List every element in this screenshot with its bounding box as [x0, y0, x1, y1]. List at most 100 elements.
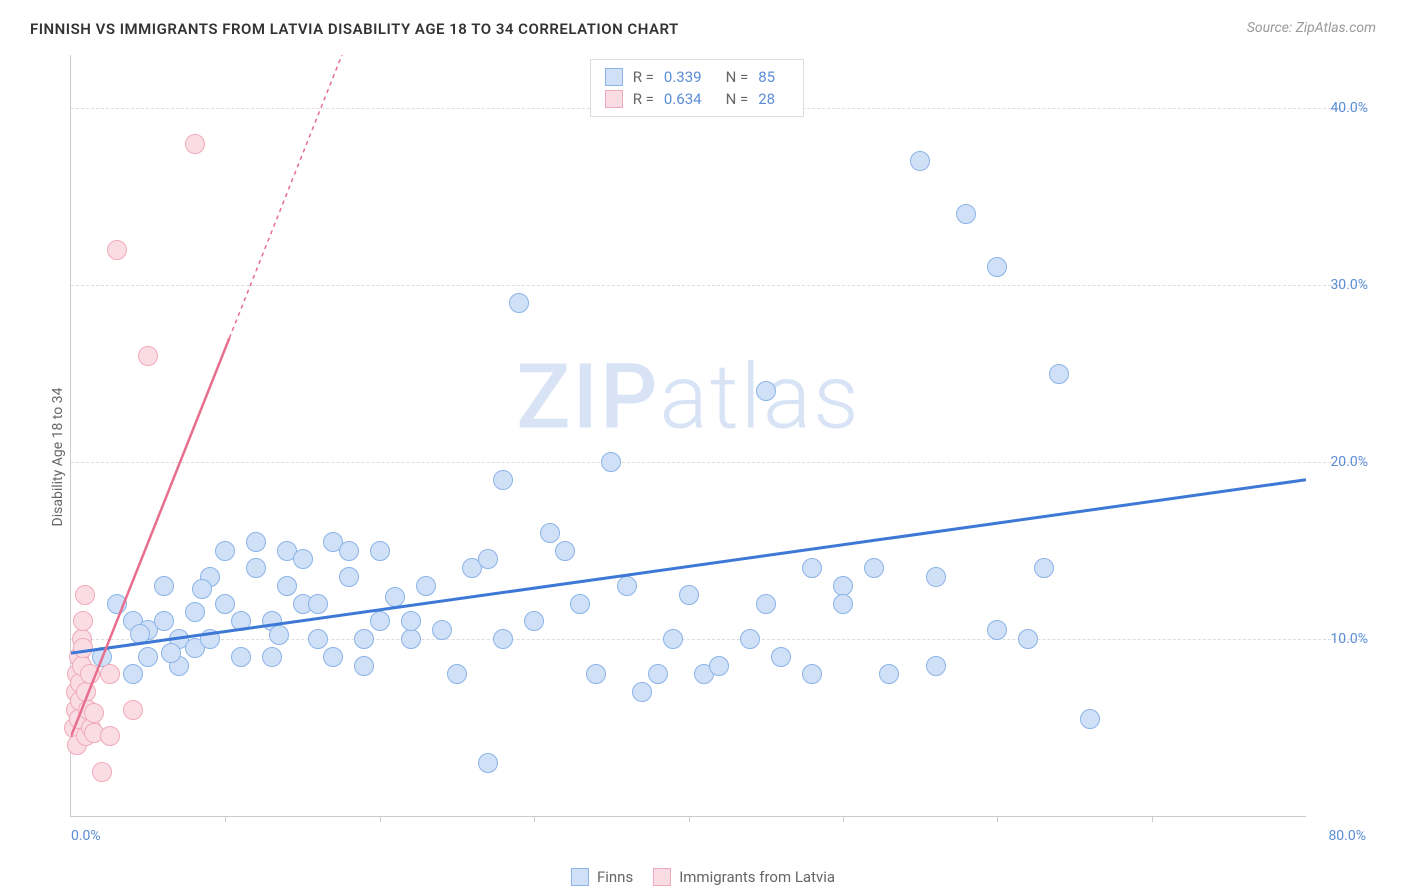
x-tick: [843, 816, 844, 822]
legend-series: Finns Immigrants from Latvia: [571, 868, 835, 886]
data-point-latvia: [107, 240, 127, 260]
x-tick: [997, 816, 998, 822]
legend-correlation: R = 0.339 N = 85 R = 0.634 N = 28: [590, 59, 804, 117]
data-point-latvia: [73, 611, 93, 631]
data-point-finns: [910, 151, 930, 171]
data-point-latvia: [92, 762, 112, 782]
legend-row-latvia: R = 0.634 N = 28: [605, 88, 789, 110]
r-label: R =: [633, 90, 654, 108]
data-point-finns: [987, 620, 1007, 640]
data-point-finns: [756, 381, 776, 401]
series-label-finns: Finns: [597, 868, 633, 886]
data-point-finns: [493, 470, 513, 490]
data-point-finns: [1018, 629, 1038, 649]
data-point-finns: [370, 541, 390, 561]
data-point-finns: [215, 594, 235, 614]
data-point-finns: [339, 567, 359, 587]
x-tick: [225, 816, 226, 822]
r-value-finns: 0.339: [664, 68, 702, 86]
data-point-finns: [1080, 709, 1100, 729]
y-tick-label: 10.0%: [1330, 631, 1368, 647]
data-point-finns: [385, 587, 405, 607]
data-point-latvia: [123, 700, 143, 720]
data-point-finns: [802, 558, 822, 578]
data-point-finns: [432, 620, 452, 640]
data-point-finns: [323, 647, 343, 667]
data-point-finns: [416, 576, 436, 596]
plot-region: ZIPatlas R = 0.339 N = 85 R = 0.634 N = …: [70, 55, 1306, 817]
r-value-latvia: 0.634: [664, 90, 702, 108]
data-point-latvia: [185, 134, 205, 154]
data-point-finns: [138, 647, 158, 667]
data-point-finns: [987, 257, 1007, 277]
data-point-finns: [246, 532, 266, 552]
data-point-finns: [833, 594, 853, 614]
data-point-finns: [269, 625, 289, 645]
data-point-finns: [354, 629, 374, 649]
data-point-finns: [709, 656, 729, 676]
data-point-finns: [246, 558, 266, 578]
data-point-finns: [509, 293, 529, 313]
series-label-latvia: Immigrants from Latvia: [679, 868, 835, 886]
data-point-finns: [354, 656, 374, 676]
data-point-finns: [524, 611, 544, 631]
data-point-finns: [401, 611, 421, 631]
data-point-finns: [663, 629, 683, 649]
x-tick: [380, 816, 381, 822]
data-point-finns: [617, 576, 637, 596]
data-point-finns: [740, 629, 760, 649]
data-point-finns: [192, 579, 212, 599]
trend-lines: [71, 55, 1306, 816]
legend-item-finns: Finns: [571, 868, 633, 886]
data-point-finns: [555, 541, 575, 561]
data-point-finns: [447, 664, 467, 684]
y-tick-label: 30.0%: [1330, 277, 1368, 293]
data-point-finns: [200, 629, 220, 649]
gridline: [71, 639, 1366, 640]
data-point-finns: [601, 452, 621, 472]
chart-title: FINNISH VS IMMIGRANTS FROM LATVIA DISABI…: [30, 20, 679, 38]
data-point-finns: [339, 541, 359, 561]
data-point-finns: [679, 585, 699, 605]
data-point-finns: [926, 656, 946, 676]
data-point-finns: [648, 664, 668, 684]
y-tick-label: 20.0%: [1330, 454, 1368, 470]
watermark: ZIPatlas: [516, 345, 861, 450]
data-point-latvia: [75, 585, 95, 605]
data-point-finns: [956, 204, 976, 224]
n-label: N =: [726, 68, 749, 86]
data-point-finns: [262, 647, 282, 667]
x-tick-label: 80.0%: [1328, 828, 1366, 844]
data-point-finns: [130, 624, 150, 644]
y-axis-label: Disability Age 18 to 34: [50, 387, 66, 526]
data-point-finns: [215, 541, 235, 561]
source-label: Source: ZipAtlas.com: [1247, 20, 1376, 36]
data-point-finns: [308, 629, 328, 649]
x-tick-label: 0.0%: [71, 828, 101, 844]
data-point-finns: [493, 629, 513, 649]
data-point-latvia: [80, 664, 100, 684]
swatch-finns: [605, 68, 623, 86]
data-point-latvia: [138, 346, 158, 366]
data-point-finns: [231, 611, 251, 631]
data-point-finns: [570, 594, 590, 614]
data-point-finns: [231, 647, 251, 667]
gridline: [71, 462, 1366, 463]
data-point-finns: [802, 664, 822, 684]
data-point-finns: [293, 549, 313, 569]
data-point-finns: [154, 611, 174, 631]
data-point-finns: [401, 629, 421, 649]
data-point-latvia: [73, 638, 93, 658]
data-point-finns: [586, 664, 606, 684]
data-point-finns: [478, 549, 498, 569]
swatch-latvia: [653, 868, 671, 886]
swatch-latvia: [605, 90, 623, 108]
chart-area: Disability Age 18 to 34 ZIPatlas R = 0.3…: [50, 55, 1376, 842]
data-point-latvia: [100, 726, 120, 746]
n-label: N =: [726, 90, 749, 108]
data-point-finns: [161, 643, 181, 663]
data-point-latvia: [100, 664, 120, 684]
gridline: [71, 285, 1366, 286]
x-tick: [1152, 816, 1153, 822]
data-point-finns: [308, 594, 328, 614]
